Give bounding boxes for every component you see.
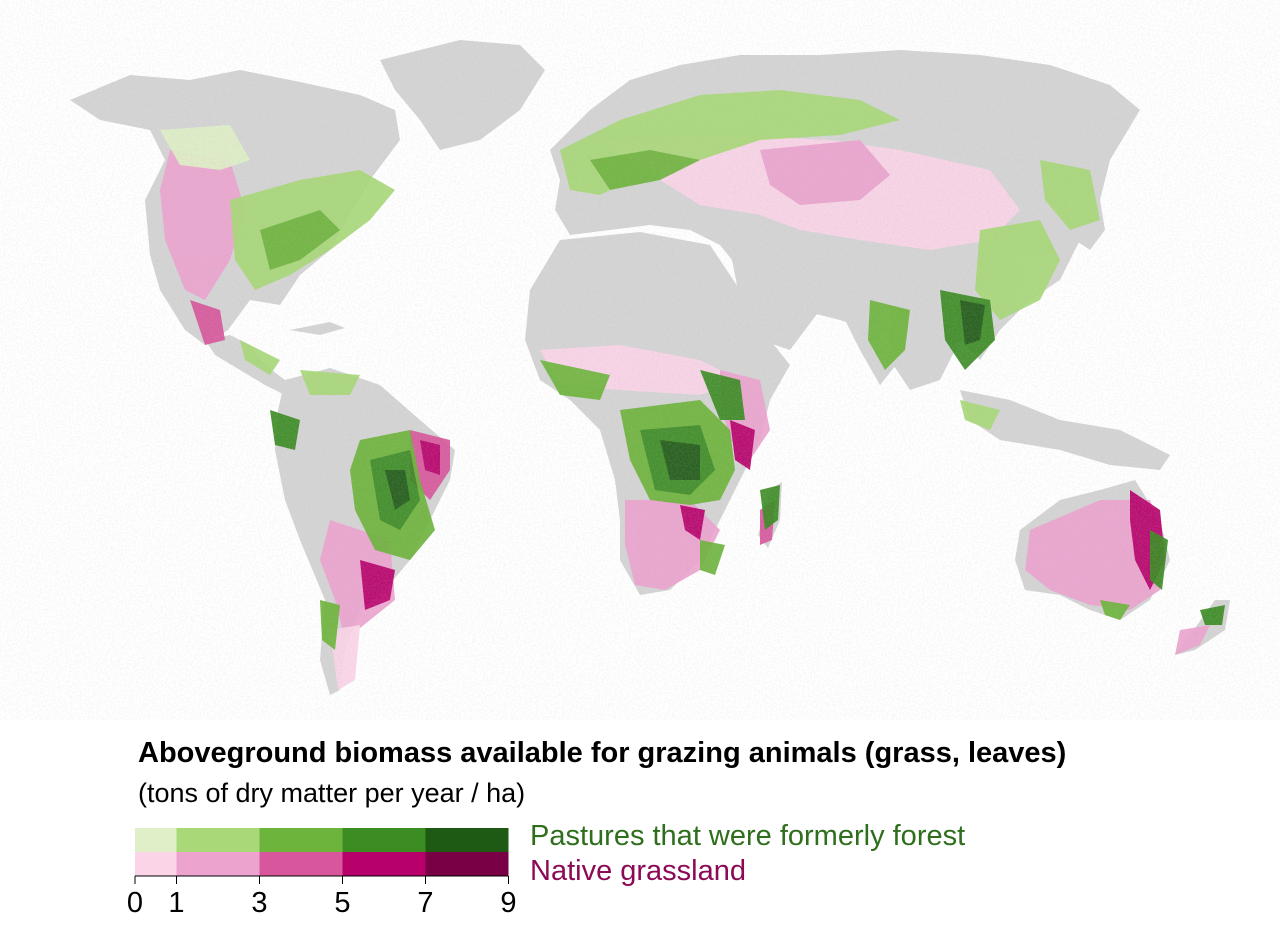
legend-swatch-forest-1 xyxy=(176,828,260,852)
legend-swatch-forest-2 xyxy=(259,828,343,852)
legend-subtitle: (tons of dry matter per year / ha) xyxy=(138,778,526,808)
legend-swatch-forest-0 xyxy=(135,828,177,852)
legend-title: Aboveground biomass available for grazin… xyxy=(138,737,1067,769)
legend-swatch-grassland-3 xyxy=(342,852,426,876)
legend-swatch-grassland-0 xyxy=(135,852,177,876)
legend-swatch-forest-4 xyxy=(425,828,509,852)
legend-swatch-forest-3 xyxy=(342,828,426,852)
world-map xyxy=(0,0,1280,720)
legend-swatch-grassland-2 xyxy=(259,852,343,876)
legend-tick-label-1: 1 xyxy=(168,887,184,919)
legend-tick-label-0: 0 xyxy=(127,887,143,919)
legend-tick-label-3: 5 xyxy=(334,887,350,919)
legend-tick-label-5: 9 xyxy=(500,887,516,919)
legend-swatch-grassland-1 xyxy=(176,852,260,876)
legend-grassland-label: Native grassland xyxy=(530,855,746,887)
legend-tick-label-4: 7 xyxy=(417,887,433,919)
legend-swatch-grassland-4 xyxy=(425,852,509,876)
legend-tick-label-2: 3 xyxy=(251,887,267,919)
legend-forest-label: Pastures that were formerly forest xyxy=(530,820,966,852)
